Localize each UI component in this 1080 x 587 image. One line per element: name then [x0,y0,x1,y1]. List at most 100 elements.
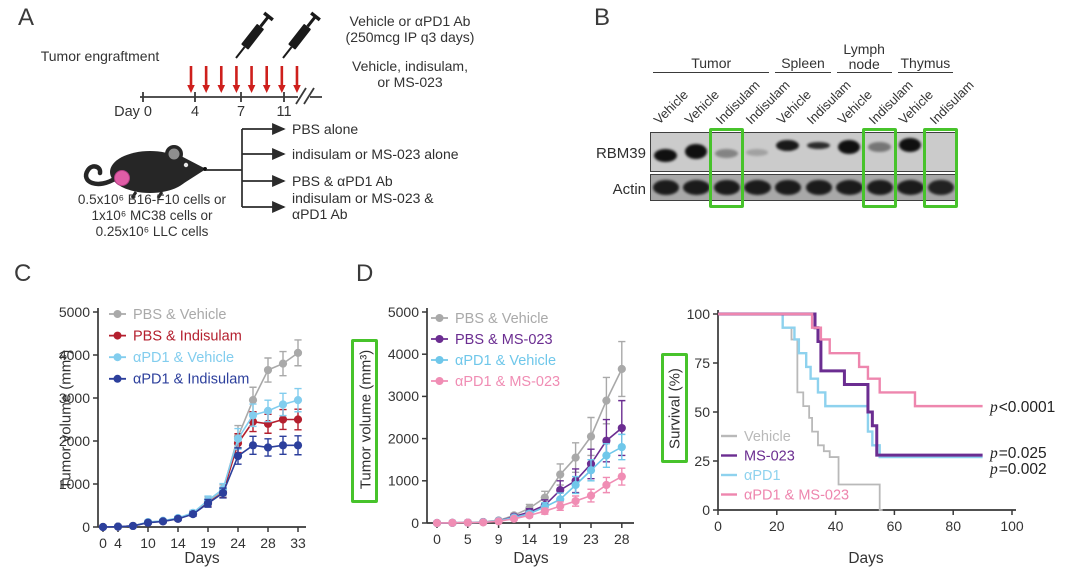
actin-band [713,180,741,195]
x-tick-label: 14 [522,531,538,547]
legend-label: αPD1 & MS-023 [455,374,560,390]
treatment-note-2-line1: Vehicle, indisulam, [352,58,468,74]
tissue-group-underline [775,72,831,73]
injection-arrow-icon [202,85,210,93]
treatment-note-1-line2: (250mcg IP q3 days) [345,29,475,45]
legend-label: PBS & MS-023 [455,332,553,348]
rbm39-band [715,149,738,158]
branch-label: indisulam or MS-023 & αPD1 Ab [292,190,434,222]
y-tick-label: 25 [694,453,710,469]
y-tick-label: 3000 [59,390,90,406]
mouse-icon [83,145,207,199]
y-tick-label: 5000 [59,304,90,320]
tissue-group-underline [836,72,892,73]
p-value-pink: p<0.0001 [990,399,1056,416]
panel-c-label: C [14,260,32,287]
legend-marker [435,314,444,322]
y-tick-label: 100 [687,306,711,322]
rbm39-label: RBM39 [595,145,646,162]
legend-marker [113,353,122,362]
x-tick-label: 60 [887,518,903,534]
y-tick-label: 1000 [59,476,90,492]
branch-label: PBS alone [292,121,359,137]
tissue-group-label: Lymph node [843,41,885,72]
series-αPD1 & Vehicle [98,387,303,532]
injection-arrow-icon [232,85,241,93]
actin-label: Actin [612,181,646,198]
series-PBS & Vehicle [432,340,626,528]
x-tick-label: 19 [552,531,568,547]
y-tick-label: 75 [694,355,710,371]
timeline-tick-label: 4 [191,104,199,120]
treatment-note-2-line2: or MS-023 [377,74,443,90]
rbm39-band [807,142,830,149]
axis-break-icon [295,87,315,105]
injection-arrow-icon [187,85,195,93]
injection-arrow-icon [293,85,301,93]
highlight-box-lane [709,128,744,208]
legend-label: αPD1 & Indisulam [133,372,249,388]
y-tick-label: 1000 [388,473,419,489]
legend-marker [113,374,122,383]
highlight-box-lane [862,128,897,208]
legend-marker [113,331,122,340]
injection-arrow-icon [217,85,226,93]
y-tick-label: 4000 [388,346,419,362]
legend-label: αPD1 & Vehicle [133,350,234,366]
legend-label: PBS & Indisulam [133,328,242,344]
series-αPD1 & Indisulam [98,435,303,532]
timeline-tick-label: 7 [237,104,245,120]
x-tick-label: 28 [260,535,276,551]
legend-label: Vehicle [744,429,791,445]
x-tick-label: 80 [945,518,961,534]
cell-line-label: 1x10⁶ MC38 cells or [91,208,213,223]
x-tick-label: 10 [140,535,156,551]
legend-marker [435,335,444,343]
legend-marker [435,377,444,385]
x-tick-label: 9 [495,531,503,547]
treatment-note-2: Vehicle, indisulam, or MS-023 [325,58,495,90]
y-tick-label: 3000 [388,388,419,404]
x-tick-label: 28 [614,531,630,547]
highlight-box-lane [923,128,958,208]
treatment-note-1: Vehicle or αPD1 Ab (250mcg IP q3 days) [325,13,495,45]
actin-blot-strip [650,174,956,201]
survival-curve-Vehicle [718,313,883,511]
x-axis-label: Days [848,550,884,567]
series-αPD1 & MS-023 [432,467,626,528]
y-tick-label: 5000 [388,304,419,320]
x-tick-label: 24 [230,535,246,551]
y-tick-label: 0 [82,519,90,535]
rbm39-band [898,138,922,152]
x-tick-label: 0 [714,518,722,534]
y-tick-label: 0 [411,515,419,531]
survival-curve-αPD1 [718,312,983,459]
injection-arrow-icon [262,85,271,93]
cell-line-label: 0.5x10⁶ B16-F10 cells or [78,192,227,207]
legend-marker [435,356,444,364]
series-PBS & Vehicle [98,339,303,532]
legend-label: αPD1 & Vehicle [455,353,556,369]
highlight-box-d-ylabel [351,339,378,503]
injection-arrow-icon [278,85,286,93]
tissue-group-underline [897,72,953,73]
actin-band [927,180,955,195]
actin-band [897,180,924,195]
legend-label: PBS & Vehicle [455,311,549,327]
y-tick-label: 4000 [59,347,90,363]
x-tick-label: 0 [433,531,441,547]
cell-line-label: 0.25x10⁶ LLC cells [96,224,209,239]
injection-arrow-icon [247,85,256,93]
timeline-tick-label: 11 [276,104,291,120]
rbm39-band [654,149,677,162]
rbm39-band [868,142,891,152]
syringe-icon [282,11,321,59]
tissue-group-label: Tumor [691,55,732,71]
series-PBS & Indisulam [98,408,303,532]
x-tick-label: 100 [1000,518,1024,534]
rbm39-band [837,140,861,154]
panel-d-label: D [356,260,374,287]
engraftment-label: Tumor engraftment [40,48,160,64]
rbm39-band [745,149,769,156]
